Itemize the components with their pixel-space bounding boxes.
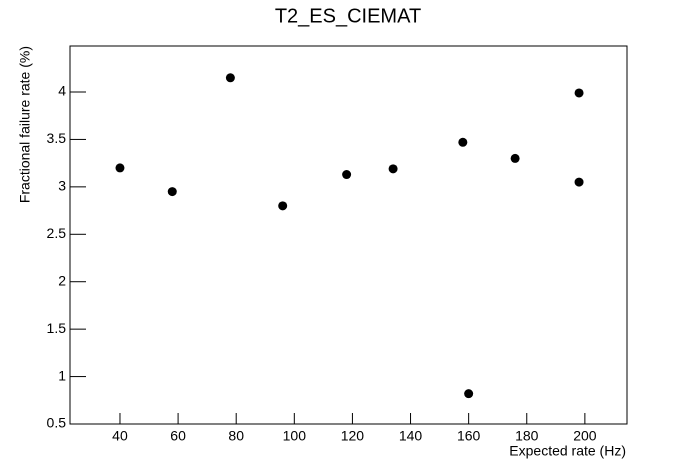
x-tick-label: 160 bbox=[457, 428, 481, 444]
y-tick-label: 3.5 bbox=[47, 130, 67, 146]
x-tick-label: 100 bbox=[283, 428, 307, 444]
data-point bbox=[388, 164, 398, 174]
y-tick-label: 0.5 bbox=[47, 415, 67, 431]
y-tick-label: 1.5 bbox=[47, 320, 67, 336]
data-point bbox=[574, 177, 584, 187]
data-point bbox=[167, 187, 177, 197]
x-tick-label: 120 bbox=[341, 428, 365, 444]
data-point bbox=[342, 170, 352, 180]
data-point bbox=[464, 389, 474, 399]
data-point bbox=[115, 163, 125, 173]
data-point bbox=[458, 137, 468, 147]
y-tick-label: 4 bbox=[58, 83, 66, 99]
data-point bbox=[574, 88, 584, 98]
y-tick-label: 1 bbox=[58, 367, 66, 383]
x-tick-label: 60 bbox=[170, 428, 186, 444]
x-tick-label: 200 bbox=[573, 428, 597, 444]
x-tick-label: 140 bbox=[399, 428, 423, 444]
chart-title: T2_ES_CIEMAT bbox=[275, 5, 421, 27]
y-tick-label: 3 bbox=[58, 178, 66, 194]
data-point bbox=[225, 73, 235, 83]
x-tick-label: 180 bbox=[515, 428, 539, 444]
plot-frame bbox=[69, 45, 628, 425]
data-point bbox=[510, 153, 520, 163]
y-tick-label: 2 bbox=[58, 272, 66, 288]
x-tick-label: 80 bbox=[228, 428, 244, 444]
y-axis-title: Fractional failure rate (%) bbox=[17, 46, 33, 203]
x-tick-label: 40 bbox=[112, 428, 128, 444]
y-tick-label: 2.5 bbox=[47, 225, 67, 241]
data-point bbox=[278, 201, 288, 211]
x-axis-title: Expected rate (Hz) bbox=[509, 443, 626, 459]
